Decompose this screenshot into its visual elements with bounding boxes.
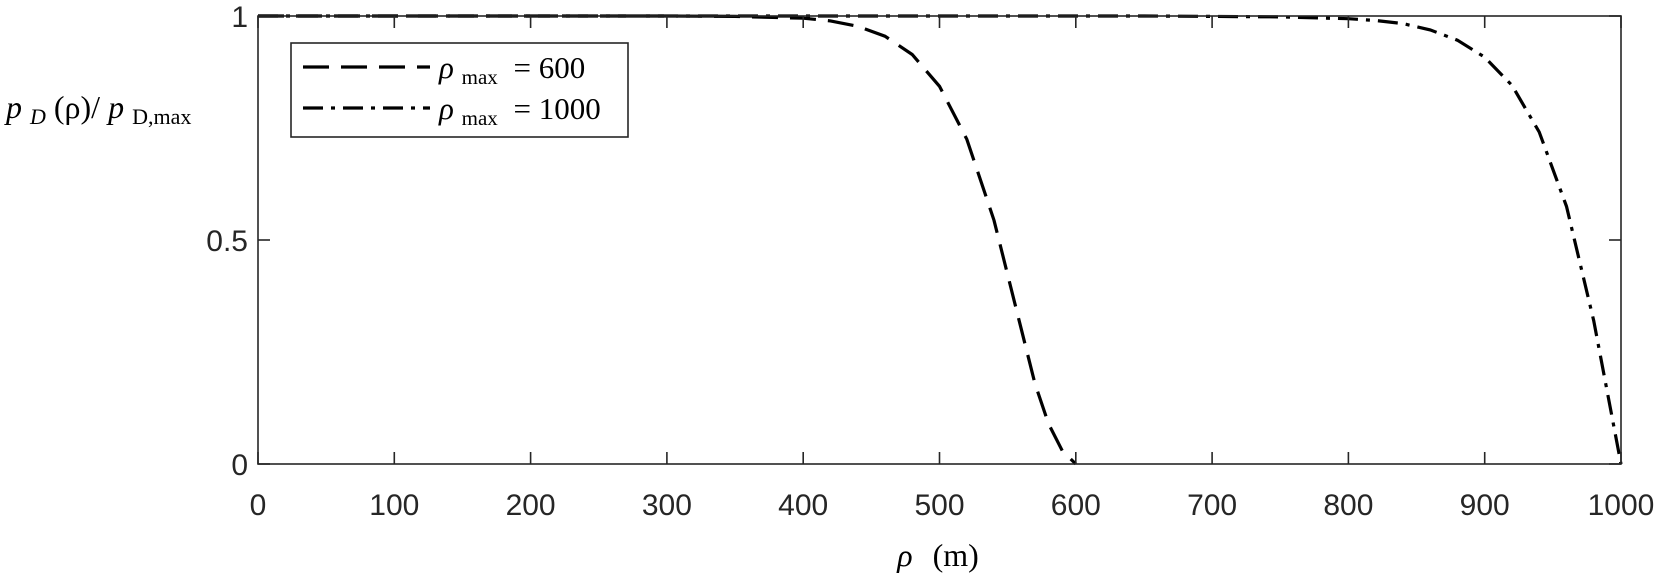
x-tick-label: 400 (778, 489, 828, 522)
x-tick-label: 800 (1323, 489, 1373, 522)
x-axis-unit: (m) (933, 537, 979, 573)
tick-layer (257, 15, 1622, 465)
y-tick-labels: 00.51 (206, 1, 248, 482)
x-tick-labels: 0 100 200 300 400 500 600 700 800 900 1000 (250, 489, 1655, 522)
legend-box (290, 42, 629, 138)
legend-label-rho-max-600: ρ max = 600 (438, 50, 585, 91)
y-axis-label-sub1: D (29, 104, 46, 129)
x-tick-label: 900 (1460, 489, 1510, 522)
y-axis-label-mid: (ρ)/ (54, 89, 100, 125)
x-tick-label: 100 (369, 489, 419, 522)
x-axis-label: ρ (m) (896, 537, 979, 573)
y-axis-label-p1: p (4, 89, 22, 125)
series-line-rho-max-600 (258, 14, 1077, 466)
x-tick-label: 1000 (1588, 489, 1655, 522)
y-tick-label: 0.5 (206, 225, 248, 258)
legend-label-rho-max-1000: ρ max = 1000 (438, 91, 601, 132)
x-tick-label: 0 (250, 489, 267, 522)
x-tick-label: 500 (914, 489, 964, 522)
x-tick-label: 700 (1187, 489, 1237, 522)
y-tick-label: 0 (231, 449, 248, 482)
x-tick-label: 200 (506, 489, 556, 522)
y-axis-label-p2: p (106, 89, 124, 125)
x-tick-label: 600 (1051, 489, 1101, 522)
y-axis-label: p D (ρ)/ p D,max (4, 89, 191, 131)
y-tick-label: 1 (231, 1, 248, 34)
x-axis-symbol: ρ (896, 537, 912, 573)
x-tick-label: 300 (642, 489, 692, 522)
y-axis-label-sub2: D,max (132, 104, 191, 129)
legend: ρ max = 600 ρ max = 1000 (290, 42, 629, 138)
